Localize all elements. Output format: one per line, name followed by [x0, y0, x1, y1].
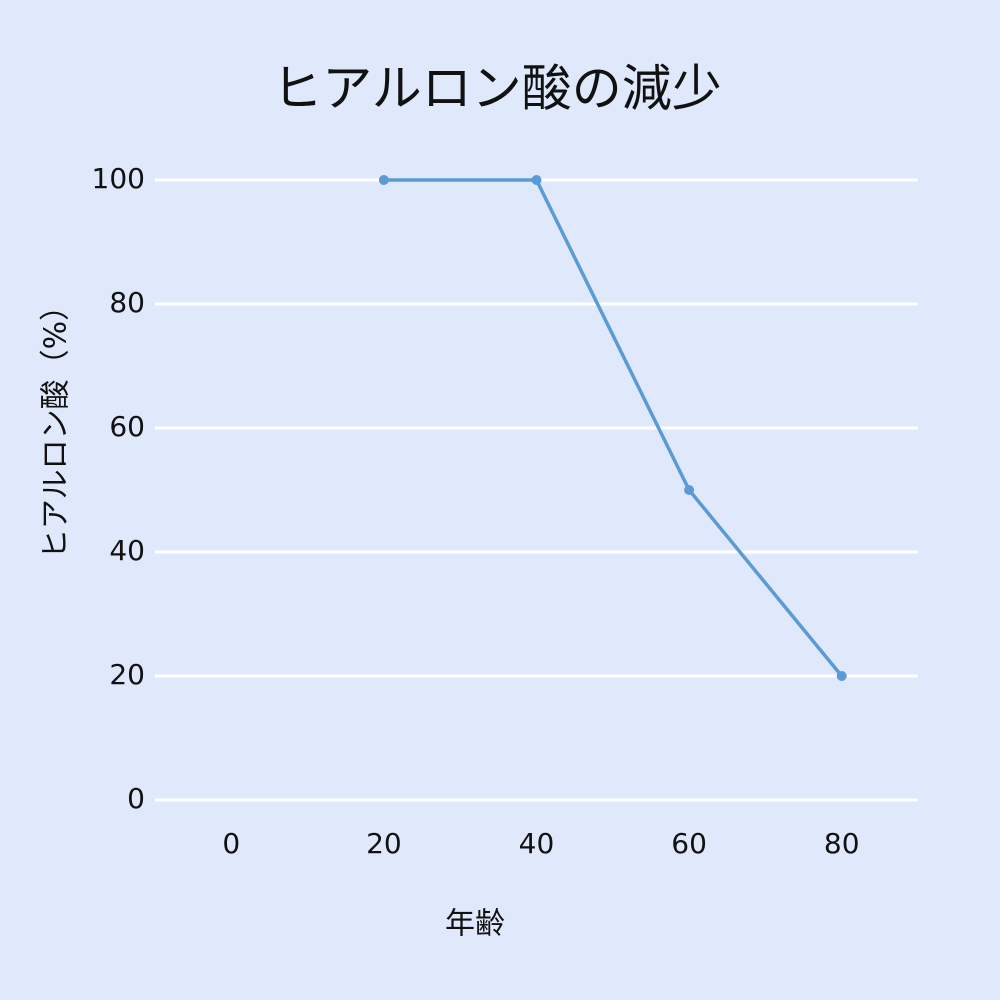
x-axis-label: 年齢	[445, 907, 505, 942]
chart-title: ヒアルロン酸の減少	[272, 60, 722, 118]
x-tick-label: 40	[519, 827, 555, 860]
data-point	[531, 175, 542, 185]
y-tick-label: 20	[109, 658, 145, 691]
data-point	[684, 485, 695, 495]
x-tick-label: 80	[824, 827, 860, 860]
y-tick-label: 60	[109, 410, 145, 443]
data-point	[378, 175, 389, 185]
y-tick-label: 0	[127, 782, 145, 815]
y-tick-label: 100	[92, 162, 145, 195]
data-line	[383, 178, 844, 678]
x-tick-label: 0	[222, 827, 240, 860]
y-axis-label: ヒアルロン酸（%）	[39, 291, 74, 559]
y-tick-label: 40	[109, 534, 145, 567]
y-tick-label: 80	[109, 286, 145, 319]
data-point	[836, 671, 847, 681]
x-tick-label: 20	[366, 827, 402, 860]
x-tick-label: 60	[671, 827, 707, 860]
